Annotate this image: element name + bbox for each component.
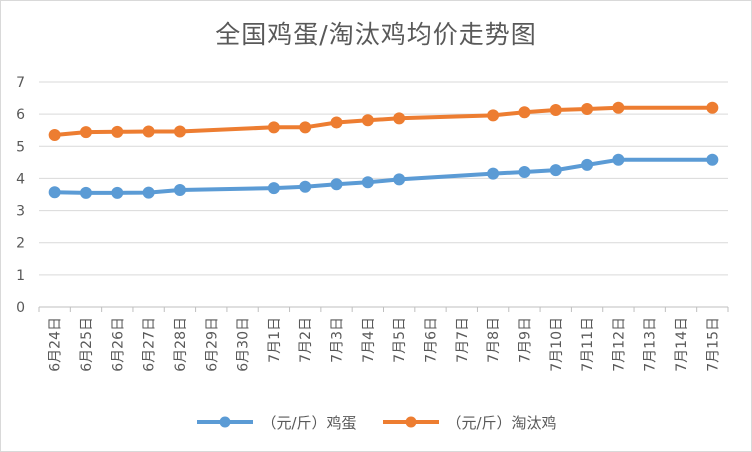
x-tick-label: 7月7日 (455, 317, 471, 363)
y-tick-label: 7 (16, 75, 25, 91)
x-tick-label: 7月10日 (549, 317, 565, 372)
x-tick-label: 6月24日 (48, 317, 64, 372)
data-point (518, 106, 531, 119)
data-point (518, 166, 531, 178)
legend-label-1: （元/斤）鸡蛋 (261, 413, 357, 432)
x-tick-label: 7月6日 (423, 317, 439, 363)
x-tick-label: 6月29日 (204, 317, 220, 372)
data-point (173, 184, 186, 196)
y-tick-label: 3 (16, 204, 25, 220)
data-point (79, 126, 92, 139)
y-tick-label: 5 (16, 139, 25, 155)
x-tick-label: 6月27日 (142, 317, 158, 372)
legend-item-2: （元/斤）淘汰鸡 (381, 412, 557, 433)
x-tick-label: 7月1日 (267, 317, 283, 363)
y-tick-label: 2 (16, 236, 25, 252)
data-point (612, 153, 625, 166)
data-point (330, 178, 343, 191)
data-point (706, 153, 719, 166)
legend-item-1: （元/斤）鸡蛋 (195, 412, 357, 433)
data-point (330, 116, 343, 129)
y-tick-label: 6 (16, 107, 25, 123)
x-tick-label: 7月15日 (705, 317, 721, 372)
x-tick-label: 6月25日 (79, 317, 95, 372)
data-point (549, 164, 562, 177)
data-point (361, 114, 374, 127)
data-point (612, 101, 625, 114)
x-tick-label: 7月4日 (361, 317, 377, 363)
data-point (48, 129, 61, 142)
data-point (111, 125, 124, 138)
data-point (267, 182, 280, 195)
x-tick-label: 7月12日 (611, 317, 627, 372)
x-tick-label: 7月2日 (298, 317, 314, 363)
x-tick-label: 7月13日 (643, 317, 659, 372)
y-tick-label: 0 (16, 300, 25, 316)
x-tick-label: 7月3日 (330, 317, 346, 363)
y-tick-label: 1 (16, 268, 25, 284)
data-point (393, 112, 406, 125)
data-point (581, 158, 594, 171)
legend-label-2: （元/斤）淘汰鸡 (446, 413, 557, 432)
data-point (142, 125, 155, 138)
data-point (393, 173, 406, 186)
x-tick-label: 7月11日 (580, 317, 596, 372)
x-tick-label: 6月30日 (236, 317, 252, 372)
x-tick-label: 6月28日 (173, 317, 189, 372)
x-tick-label: 7月8日 (486, 317, 502, 363)
data-point (299, 121, 312, 134)
data-point (111, 186, 124, 199)
data-point (173, 125, 186, 138)
data-point (487, 109, 500, 122)
x-tick-label: 7月5日 (392, 317, 408, 363)
series-line-2 (52, 105, 715, 137)
data-point (48, 186, 61, 199)
data-point (706, 101, 719, 114)
chart-legend: （元/斤）鸡蛋 （元/斤）淘汰鸡 (1, 409, 751, 435)
x-tick-label: 6月26日 (110, 317, 126, 372)
data-point (142, 186, 155, 199)
x-tick-label: 7月9日 (517, 317, 533, 363)
data-point (361, 176, 374, 189)
data-point (267, 121, 280, 134)
y-tick-label: 4 (16, 171, 25, 187)
data-point (487, 167, 500, 180)
legend-swatch-2 (382, 416, 439, 428)
legend-swatch-1 (197, 416, 254, 428)
chart-title: 全国鸡蛋/淘汰鸡均价走势图 (215, 20, 537, 49)
data-point (79, 186, 92, 199)
series-line-1 (52, 157, 715, 195)
data-point (581, 103, 594, 115)
data-point (299, 180, 312, 193)
x-tick-label: 7月14日 (674, 317, 690, 372)
data-point (549, 103, 562, 116)
